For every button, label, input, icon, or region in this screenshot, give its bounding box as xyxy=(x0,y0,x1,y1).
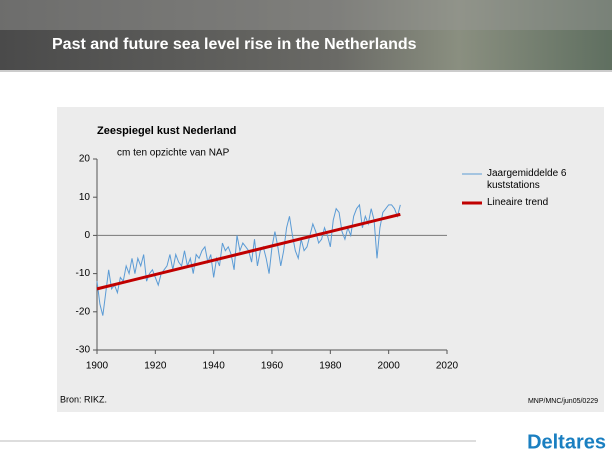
x-tick-label: 2020 xyxy=(436,361,459,372)
x-tick-label: 1960 xyxy=(261,361,284,372)
y-tick-label: 10 xyxy=(79,192,91,203)
source: Bron: RIKZ. xyxy=(60,394,107,404)
y-tick-label: -30 xyxy=(76,345,91,356)
y-tick-label: 0 xyxy=(84,230,90,241)
x-tick-label: 2000 xyxy=(378,361,401,372)
credit: MNP/MNC/jun05/0229 xyxy=(528,398,598,405)
y-tick-label: -10 xyxy=(76,268,91,279)
logo: Deltares xyxy=(527,431,606,453)
header-photo xyxy=(0,0,612,30)
header-band xyxy=(0,0,612,70)
slide-title: Past and future sea level rise in the Ne… xyxy=(52,36,417,53)
x-tick-label: 1940 xyxy=(203,361,226,372)
plot: -30 -20 -10 0 10 20 1900 1920 1940 1960 1980 2000 20… xyxy=(76,154,482,372)
y-axis-label: cm ten opzichte van NAP xyxy=(117,148,230,159)
chart-title: Zeespiegel kust Nederland xyxy=(97,125,236,137)
legend-label: Jaargemiddelde 6 kuststations xyxy=(487,168,567,191)
x-tick-label: 1920 xyxy=(144,361,167,372)
x-tick-label: 1900 xyxy=(86,361,109,372)
y-tick-label: 20 xyxy=(79,154,91,165)
legend-label: Lineaire trend xyxy=(487,197,549,208)
y-tick-label: -20 xyxy=(76,306,91,317)
series-line xyxy=(96,212,401,291)
x-tick-label: 1980 xyxy=(319,361,342,372)
chart-panel xyxy=(57,107,604,412)
